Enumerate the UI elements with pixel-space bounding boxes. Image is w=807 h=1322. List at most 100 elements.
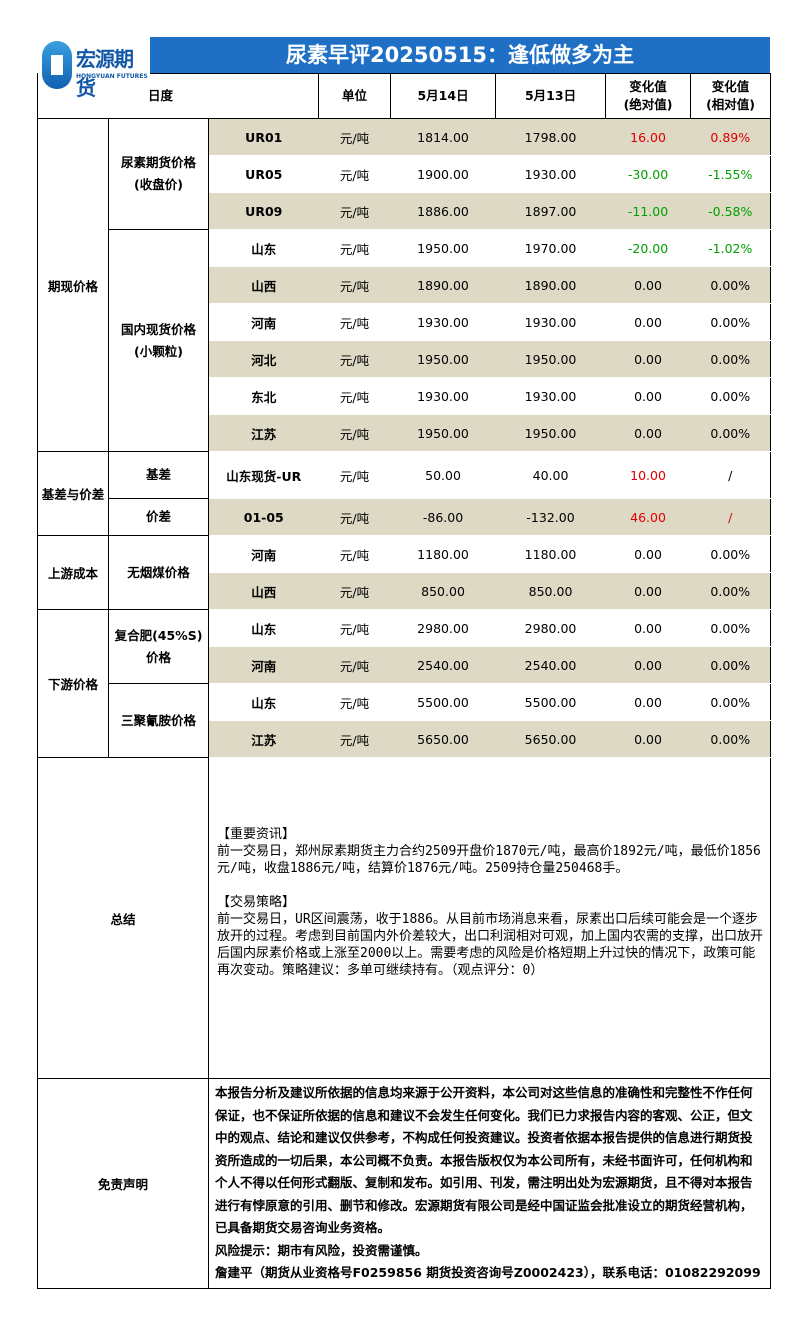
row-unit: 元/吨 bbox=[318, 266, 391, 304]
row-value-date1: 850.00 bbox=[390, 572, 496, 610]
table-row: 江苏 元/吨 1950.00 1950.00 0.00 0.00% bbox=[38, 414, 772, 452]
row-value-date2: 1930.00 bbox=[495, 155, 606, 193]
table-row: 基差与价差 基差 山东现货-UR 元/吨 50.00 40.00 10.00/ bbox=[37, 451, 772, 536]
row-unit: 元/吨 bbox=[318, 683, 391, 721]
row-value-date2: 1950.00 bbox=[495, 340, 606, 378]
table-row: 上游成本 无烟煤价格 河南 元/吨 1180.00 1180.00 0.00 0.00% bbox=[37, 535, 772, 610]
row-value-date2: 2540.00 bbox=[495, 646, 606, 684]
row-value-date2: 5650.00 bbox=[495, 720, 606, 758]
row-value-date2: -132.00 bbox=[495, 498, 606, 536]
row-abs-change: 0.00 bbox=[605, 609, 691, 647]
row-value-date1: 1886.00 bbox=[390, 192, 496, 230]
row-abs-change: 0.00 bbox=[605, 377, 691, 415]
row-value-date1: 1930.00 bbox=[390, 377, 496, 415]
table-row: 下游价格 复合肥(45%S) 价格 山东 元/吨 2980.00 2980.00 0.00 0… bbox=[37, 609, 772, 758]
row-item: UR01 bbox=[208, 118, 319, 156]
row-value-date2: 1180.00 bbox=[495, 535, 606, 573]
row-abs-change: 0.00 bbox=[605, 683, 691, 721]
subgroup-label: 无烟煤价格 bbox=[108, 535, 209, 610]
row-value-date1: 1180.00 bbox=[390, 535, 496, 573]
row-item: 东北 bbox=[208, 377, 319, 415]
row-unit: 元/吨 bbox=[318, 377, 391, 415]
subgroup-label: 价差 bbox=[108, 498, 209, 536]
row-value-date2: 5500.00 bbox=[495, 683, 606, 721]
col-rel-change: 变化值 (相对值) bbox=[690, 73, 772, 119]
row-rel-change: 0.00% bbox=[690, 646, 772, 684]
row-abs-change: 16.00 bbox=[605, 118, 691, 156]
row-value-date1: 1950.00 bbox=[390, 340, 496, 378]
header-row: 日度 单位 5月14日 5月13日 变化值 (绝对值) 变化值 (相对值) bbox=[36, 73, 772, 119]
row-value-date2: 1798.00 bbox=[495, 118, 606, 156]
row-item: 山东 bbox=[208, 683, 319, 721]
row-value-date2: 1930.00 bbox=[495, 303, 606, 341]
subgroup-label: 三聚氰胺价格 bbox=[108, 683, 209, 758]
row-abs-change: 0.00 bbox=[605, 646, 691, 684]
row-value-date2: 1897.00 bbox=[495, 192, 606, 230]
row-rel-change: -0.58% bbox=[690, 192, 772, 230]
table-row: UR05 元/吨 1900.00 1930.00 -30.00 -1.55% bbox=[38, 155, 772, 193]
row-rel-change: 0.00% bbox=[690, 266, 772, 304]
table-row: UR09 元/吨 1886.00 1897.00 -11.00 -0.58% bbox=[38, 192, 772, 230]
report-title: 尿素早评20250515：逢低做多为主 bbox=[150, 37, 770, 73]
row-value-date1: -86.00 bbox=[390, 498, 496, 536]
disclaimer-text: 本报告分析及建议所依据的信息均来源于公开资料，本公司对这些信息的准确性和完整性不… bbox=[207, 1078, 772, 1289]
logo-text: 宏源期货 bbox=[76, 47, 134, 100]
row-unit: 元/吨 bbox=[318, 414, 391, 452]
col-abs-change: 变化值 (绝对值) bbox=[605, 73, 692, 119]
logo-mark-icon bbox=[42, 41, 72, 89]
row-rel-change: 0.00% bbox=[690, 377, 772, 415]
row-value-date1: 2540.00 bbox=[390, 646, 496, 684]
row-item: 山西 bbox=[208, 572, 319, 610]
row-rel-change: 0.00% bbox=[690, 720, 772, 758]
row-rel-change: / bbox=[690, 451, 772, 499]
row-abs-change: 10.00 bbox=[605, 451, 691, 499]
row-unit: 元/吨 bbox=[318, 229, 391, 267]
row-value-date1: 50.00 bbox=[390, 451, 496, 499]
col-unit: 单位 bbox=[318, 73, 392, 119]
table-row: 江苏 元/吨 5650.00 5650.00 0.00 0.00% bbox=[38, 720, 772, 758]
row-item: 山东 bbox=[208, 229, 319, 267]
row-rel-change: -1.02% bbox=[690, 229, 772, 267]
group-label: 下游价格 bbox=[37, 609, 109, 758]
row-value-date1: 1900.00 bbox=[390, 155, 496, 193]
row-abs-change: 0.00 bbox=[605, 340, 691, 378]
row-item: 河南 bbox=[208, 303, 319, 341]
row-abs-change: 46.00 bbox=[605, 498, 691, 536]
row-rel-change: -1.55% bbox=[690, 155, 772, 193]
table-row: 山西 元/吨 1890.00 1890.00 0.00 0.00% bbox=[38, 266, 772, 304]
row-abs-change: -30.00 bbox=[605, 155, 691, 193]
row-rel-change: 0.00% bbox=[690, 303, 772, 341]
row-value-date1: 1814.00 bbox=[390, 118, 496, 156]
row-value-date1: 2980.00 bbox=[390, 609, 496, 647]
row-item: 山西 bbox=[208, 266, 319, 304]
row-value-date2: 1950.00 bbox=[495, 414, 606, 452]
row-unit: 元/吨 bbox=[318, 451, 391, 499]
logo-subtext: HONGYUAN FUTURES bbox=[76, 73, 148, 80]
row-value-date2: 2980.00 bbox=[495, 609, 606, 647]
col-date2: 5月13日 bbox=[495, 73, 607, 119]
row-value-date1: 1950.00 bbox=[390, 229, 496, 267]
row-item: 山东 bbox=[208, 609, 319, 647]
disclaimer-risk: 风险提示：期市有风险，投资需谨慎。 bbox=[215, 1242, 428, 1258]
row-item: 山东现货-UR bbox=[208, 451, 319, 499]
row-unit: 元/吨 bbox=[318, 646, 391, 684]
row-unit: 元/吨 bbox=[318, 572, 391, 610]
row-abs-change: -11.00 bbox=[605, 192, 691, 230]
row-unit: 元/吨 bbox=[318, 498, 391, 536]
subgroup-label: 基差 bbox=[108, 451, 209, 499]
group-label: 基差与价差 bbox=[37, 451, 109, 536]
table-row: 东北 元/吨 1930.00 1930.00 0.00 0.00% bbox=[38, 377, 772, 415]
row-rel-change: 0.00% bbox=[690, 609, 772, 647]
row-value-date2: 1890.00 bbox=[495, 266, 606, 304]
table-row: 国内现货价格 (小颗粒) 山东 元/吨 1950.00 1970.00 -20.00 -1.… bbox=[38, 229, 772, 452]
row-value-date1: 1950.00 bbox=[390, 414, 496, 452]
row-value-date1: 1890.00 bbox=[390, 266, 496, 304]
row-value-date2: 1930.00 bbox=[495, 377, 606, 415]
company-logo: 宏源期货 HONGYUAN FUTURES bbox=[38, 37, 150, 100]
row-abs-change: 0.00 bbox=[605, 266, 691, 304]
row-abs-change: 0.00 bbox=[605, 414, 691, 452]
row-unit: 元/吨 bbox=[318, 303, 391, 341]
row-abs-change: 0.00 bbox=[605, 720, 691, 758]
row-rel-change: / bbox=[690, 498, 772, 536]
